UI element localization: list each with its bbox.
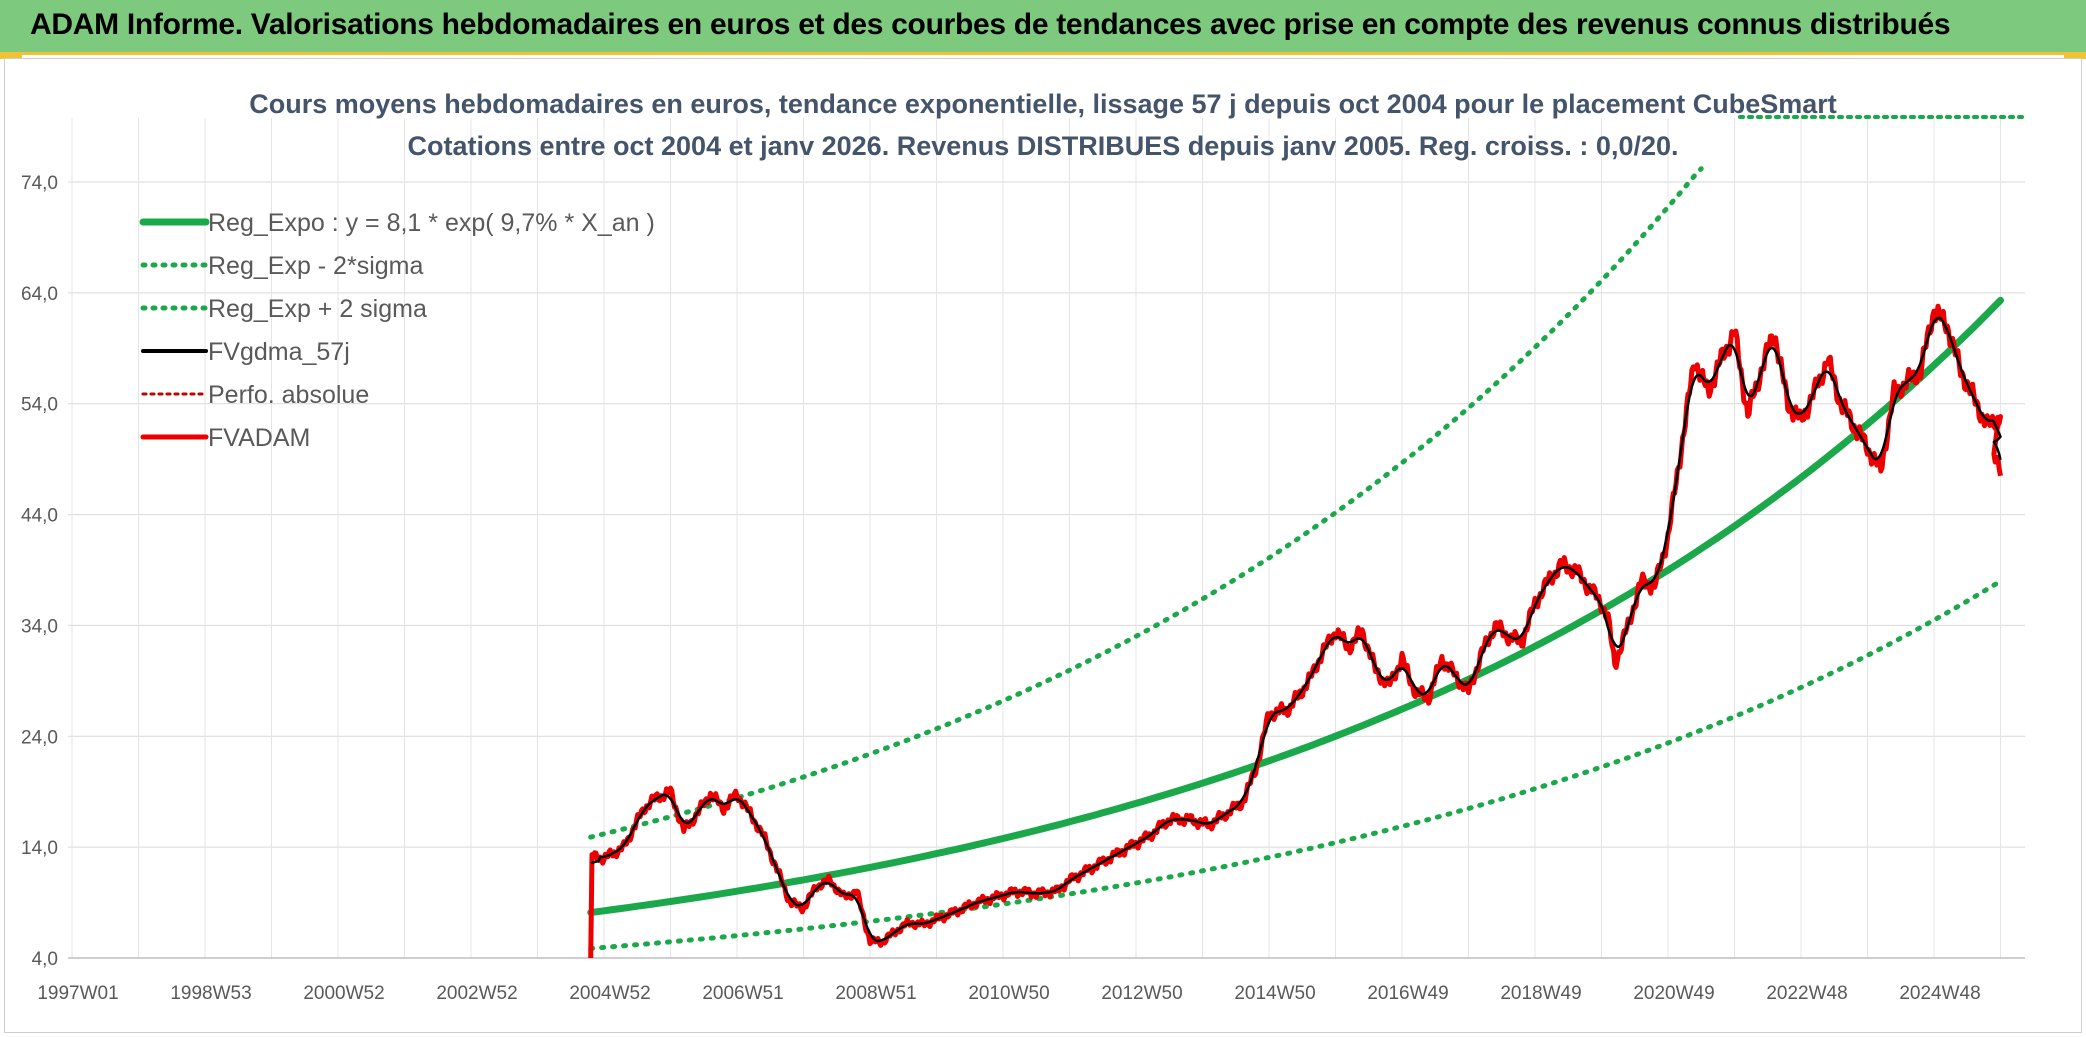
legend: Reg_Expo : y = 8,1 * exp( 9,7% * X_an ) R… — [139, 209, 655, 452]
x-tick-label: 2008W51 — [835, 983, 916, 1004]
legend-label: FVADAM — [208, 424, 310, 452]
chart-frame — [4, 58, 2082, 1033]
report-header: ADAM Informe. Valorisations hebdomadaire… — [0, 0, 2086, 55]
fvadam-line — [588, 303, 2003, 959]
x-tick-label: 2010W50 — [968, 983, 1049, 1004]
corner-accent-left — [0, 52, 22, 59]
x-tick-label: 2016W49 — [1367, 983, 1448, 1004]
y-tick-label: 4,0 — [32, 949, 58, 970]
y-tick-label: 24,0 — [21, 727, 58, 748]
x-tick-label: 2002W52 — [436, 983, 517, 1004]
legend-label: Reg_Exp + 2 sigma — [208, 295, 427, 323]
corner-accent-right — [2064, 52, 2086, 59]
reg-exp-minus-2sigma-line — [588, 578, 2003, 951]
series — [587, 166, 2004, 959]
x-tick-label: 2022W48 — [1766, 983, 1847, 1004]
x-tick-label: 2018W49 — [1500, 983, 1581, 1004]
grid — [68, 118, 2025, 959]
y-tick-label: 14,0 — [21, 838, 58, 859]
x-tick-label: 1997W01 — [37, 983, 118, 1004]
x-tick-label: 2012W50 — [1101, 983, 1182, 1004]
y-axis-ticks: 4,0 14,0 24,0 34,0 44,0 54,0 64,0 74,0 — [21, 173, 58, 970]
x-tick-label: 2004W52 — [569, 983, 650, 1004]
x-tick-label: 2006W51 — [702, 983, 783, 1004]
x-tick-label: 2020W49 — [1633, 983, 1714, 1004]
legend-label: Reg_Expo : y = 8,1 * exp( 9,7% * X_an ) — [208, 209, 655, 237]
reg-exp-plus-2sigma-line — [588, 166, 1704, 840]
chart-subtitle: Cotations entre oct 2004 et janv 2026. R… — [408, 131, 1679, 161]
legend-label: Reg_Exp - 2*sigma — [208, 252, 423, 280]
reg-expo-line — [587, 296, 2004, 916]
legend-label: FVgdma_57j — [208, 338, 350, 366]
fvgdma-57j-line — [590, 316, 2002, 943]
legend-label: Perfo. absolue — [208, 381, 369, 409]
report-title: ADAM Informe. Valorisations hebdomadaire… — [30, 8, 1951, 41]
x-tick-label: 1998W53 — [170, 983, 251, 1004]
y-tick-label: 44,0 — [21, 506, 58, 527]
x-tick-label: 2000W52 — [303, 983, 384, 1004]
chart-title: Cours moyens hebdomadaires en euros, ten… — [249, 89, 1837, 119]
y-tick-label: 74,0 — [21, 173, 58, 194]
y-tick-label: 54,0 — [21, 395, 58, 416]
y-tick-label: 34,0 — [21, 616, 58, 637]
x-axis-ticks: 1997W01 1998W53 2000W52 2002W52 2004W52 2006W… — [37, 983, 1980, 1004]
x-tick-label: 2014W50 — [1234, 983, 1315, 1004]
x-tick-label: 2024W48 — [1899, 983, 1980, 1004]
y-tick-label: 64,0 — [21, 284, 58, 305]
